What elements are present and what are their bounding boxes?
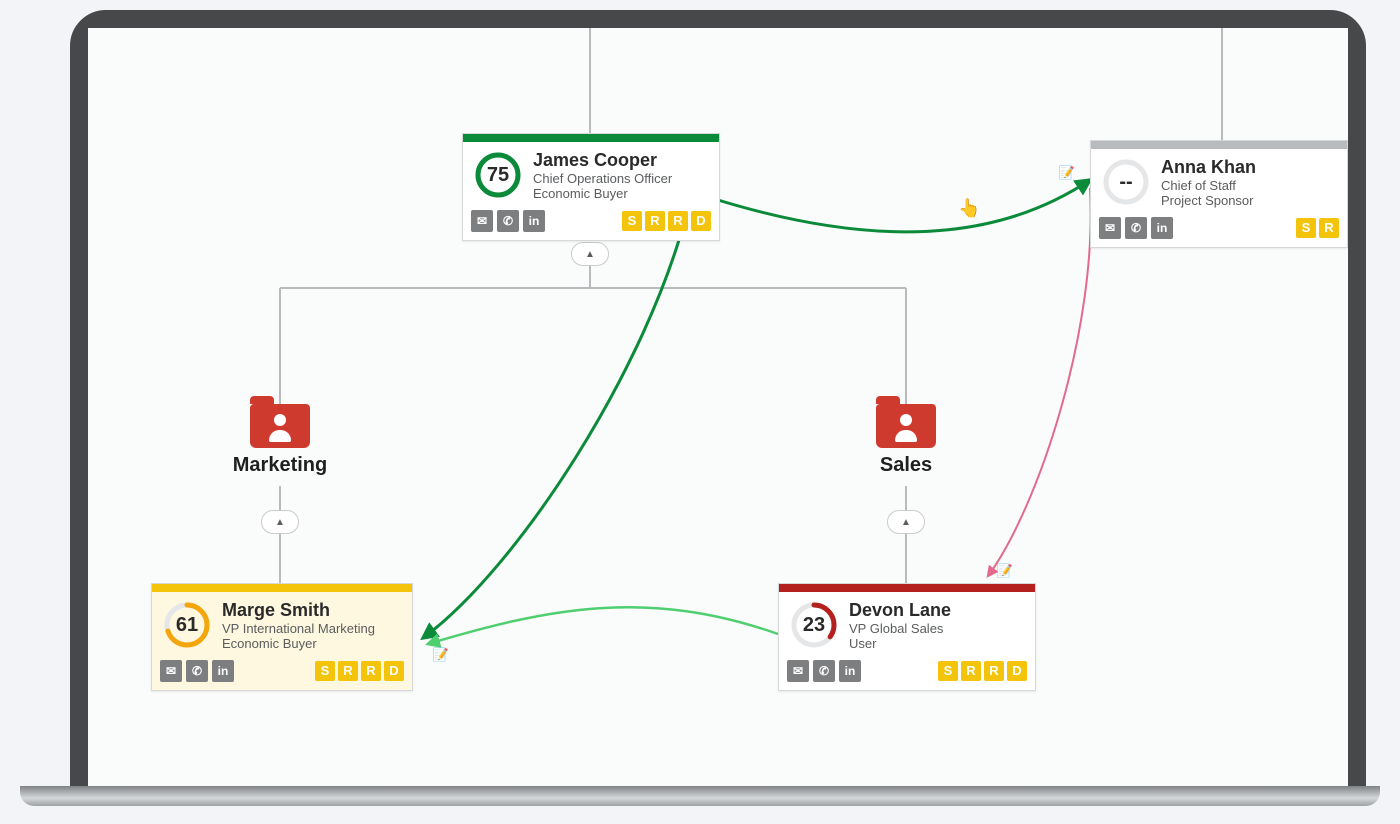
score-ring: --: [1101, 157, 1151, 207]
badge-r[interactable]: R: [1319, 218, 1339, 238]
phone-icon[interactable]: ✆: [1125, 217, 1147, 239]
person-role: Economic Buyer: [222, 636, 402, 652]
collapse-button[interactable]: ▲: [261, 510, 299, 534]
card-body: 61Marge SmithVP International MarketingE…: [152, 592, 412, 658]
badges: SRRD: [938, 661, 1027, 681]
contact-icons: ✉✆in: [1099, 217, 1173, 239]
linkedin-icon[interactable]: in: [1151, 217, 1173, 239]
card-footer: ✉✆inSRRD: [779, 658, 1035, 690]
phone-icon[interactable]: ✆: [186, 660, 208, 682]
contact-icons: ✉✆in: [787, 660, 861, 682]
folder-icon: [876, 404, 936, 448]
relationship-note-icon[interactable]: 📝: [1060, 166, 1074, 180]
group-marketing[interactable]: Marketing: [210, 404, 350, 477]
person-name: Anna Khan: [1161, 157, 1337, 178]
org-chart-canvas[interactable]: 📝📝📝MarketingSales▲▲▲75James CooperChief …: [88, 28, 1348, 788]
person-title: VP Global Sales: [849, 621, 1025, 637]
person-role: User: [849, 636, 1025, 652]
card-footer: ✉✆inSRRD: [152, 658, 412, 690]
card-stripe: [152, 584, 412, 592]
badges: SR: [1296, 218, 1339, 238]
person-title: Chief of Staff: [1161, 178, 1337, 194]
collapse-button[interactable]: ▲: [571, 242, 609, 266]
person-title: Chief Operations Officer: [533, 171, 709, 187]
card-stripe: [1091, 141, 1347, 149]
score-ring: 75: [473, 150, 523, 200]
person-title: VP International Marketing: [222, 621, 402, 637]
score-ring: 61: [162, 600, 212, 650]
card-info: Anna KhanChief of StaffProject Sponsor: [1161, 157, 1337, 209]
mail-icon[interactable]: ✉: [471, 210, 493, 232]
linkedin-icon[interactable]: in: [523, 210, 545, 232]
score-ring: 23: [789, 600, 839, 650]
badge-r[interactable]: R: [338, 661, 358, 681]
linkedin-icon[interactable]: in: [212, 660, 234, 682]
laptop-base: [20, 786, 1380, 806]
card-info: Marge SmithVP International MarketingEco…: [222, 600, 402, 652]
phone-icon[interactable]: ✆: [497, 210, 519, 232]
card-footer: ✉✆inSRRD: [463, 208, 719, 240]
badge-r[interactable]: R: [668, 211, 688, 231]
card-info: Devon LaneVP Global SalesUser: [849, 600, 1025, 652]
badges: SRRD: [315, 661, 404, 681]
score-value: 75: [473, 150, 523, 200]
relationship-arc[interactable]: [423, 208, 688, 638]
person-card-james-cooper[interactable]: 75James CooperChief Operations OfficerEc…: [462, 133, 720, 241]
badge-d[interactable]: D: [1007, 661, 1027, 681]
mail-icon[interactable]: ✉: [1099, 217, 1121, 239]
contact-icons: ✉✆in: [160, 660, 234, 682]
score-value: 61: [162, 600, 212, 650]
badge-s[interactable]: S: [1296, 218, 1316, 238]
mail-icon[interactable]: ✉: [160, 660, 182, 682]
relationship-arc[interactable]: [988, 188, 1091, 576]
badge-s[interactable]: S: [315, 661, 335, 681]
relationship-note-icon[interactable]: 📝: [434, 648, 448, 662]
score-value: 23: [789, 600, 839, 650]
badges: SRRD: [622, 211, 711, 231]
person-name: Marge Smith: [222, 600, 402, 621]
phone-icon[interactable]: ✆: [813, 660, 835, 682]
badge-r[interactable]: R: [984, 661, 1004, 681]
laptop-frame: 📝📝📝MarketingSales▲▲▲75James CooperChief …: [70, 10, 1366, 806]
screen: 📝📝📝MarketingSales▲▲▲75James CooperChief …: [88, 28, 1348, 788]
person-role: Economic Buyer: [533, 186, 709, 202]
mail-icon[interactable]: ✉: [787, 660, 809, 682]
contact-icons: ✉✆in: [471, 210, 545, 232]
person-card-anna-khan[interactable]: --Anna KhanChief of StaffProject Sponsor…: [1090, 140, 1348, 248]
group-label: Sales: [836, 454, 976, 477]
relationship-arc[interactable]: [718, 180, 1090, 232]
relationship-arc[interactable]: [428, 607, 778, 644]
score-value: --: [1101, 157, 1151, 207]
collapse-button[interactable]: ▲: [887, 510, 925, 534]
card-footer: ✉✆in SR: [1091, 215, 1347, 247]
linkedin-icon[interactable]: in: [839, 660, 861, 682]
folder-icon: [250, 404, 310, 448]
card-stripe: [779, 584, 1035, 592]
badge-s[interactable]: S: [622, 211, 642, 231]
card-body: 75James CooperChief Operations OfficerEc…: [463, 142, 719, 208]
card-body: --Anna KhanChief of StaffProject Sponsor: [1091, 149, 1347, 215]
person-name: James Cooper: [533, 150, 709, 171]
tree-connector: [280, 242, 906, 404]
person-card-devon-lane[interactable]: 23Devon LaneVP Global SalesUser✉✆inSRRD: [778, 583, 1036, 691]
badge-d[interactable]: D: [384, 661, 404, 681]
person-card-marge-smith[interactable]: 61Marge SmithVP International MarketingE…: [151, 583, 413, 691]
person-name: Devon Lane: [849, 600, 1025, 621]
badge-s[interactable]: S: [938, 661, 958, 681]
person-role: Project Sponsor: [1161, 193, 1337, 209]
badge-r[interactable]: R: [961, 661, 981, 681]
group-label: Marketing: [210, 454, 350, 477]
group-sales[interactable]: Sales: [836, 404, 976, 477]
card-body: 23Devon LaneVP Global SalesUser: [779, 592, 1035, 658]
card-stripe: [463, 134, 719, 142]
badge-r[interactable]: R: [361, 661, 381, 681]
card-info: James CooperChief Operations OfficerEcon…: [533, 150, 709, 202]
relationship-note-icon[interactable]: 📝: [998, 564, 1012, 578]
badge-d[interactable]: D: [691, 211, 711, 231]
badge-r[interactable]: R: [645, 211, 665, 231]
